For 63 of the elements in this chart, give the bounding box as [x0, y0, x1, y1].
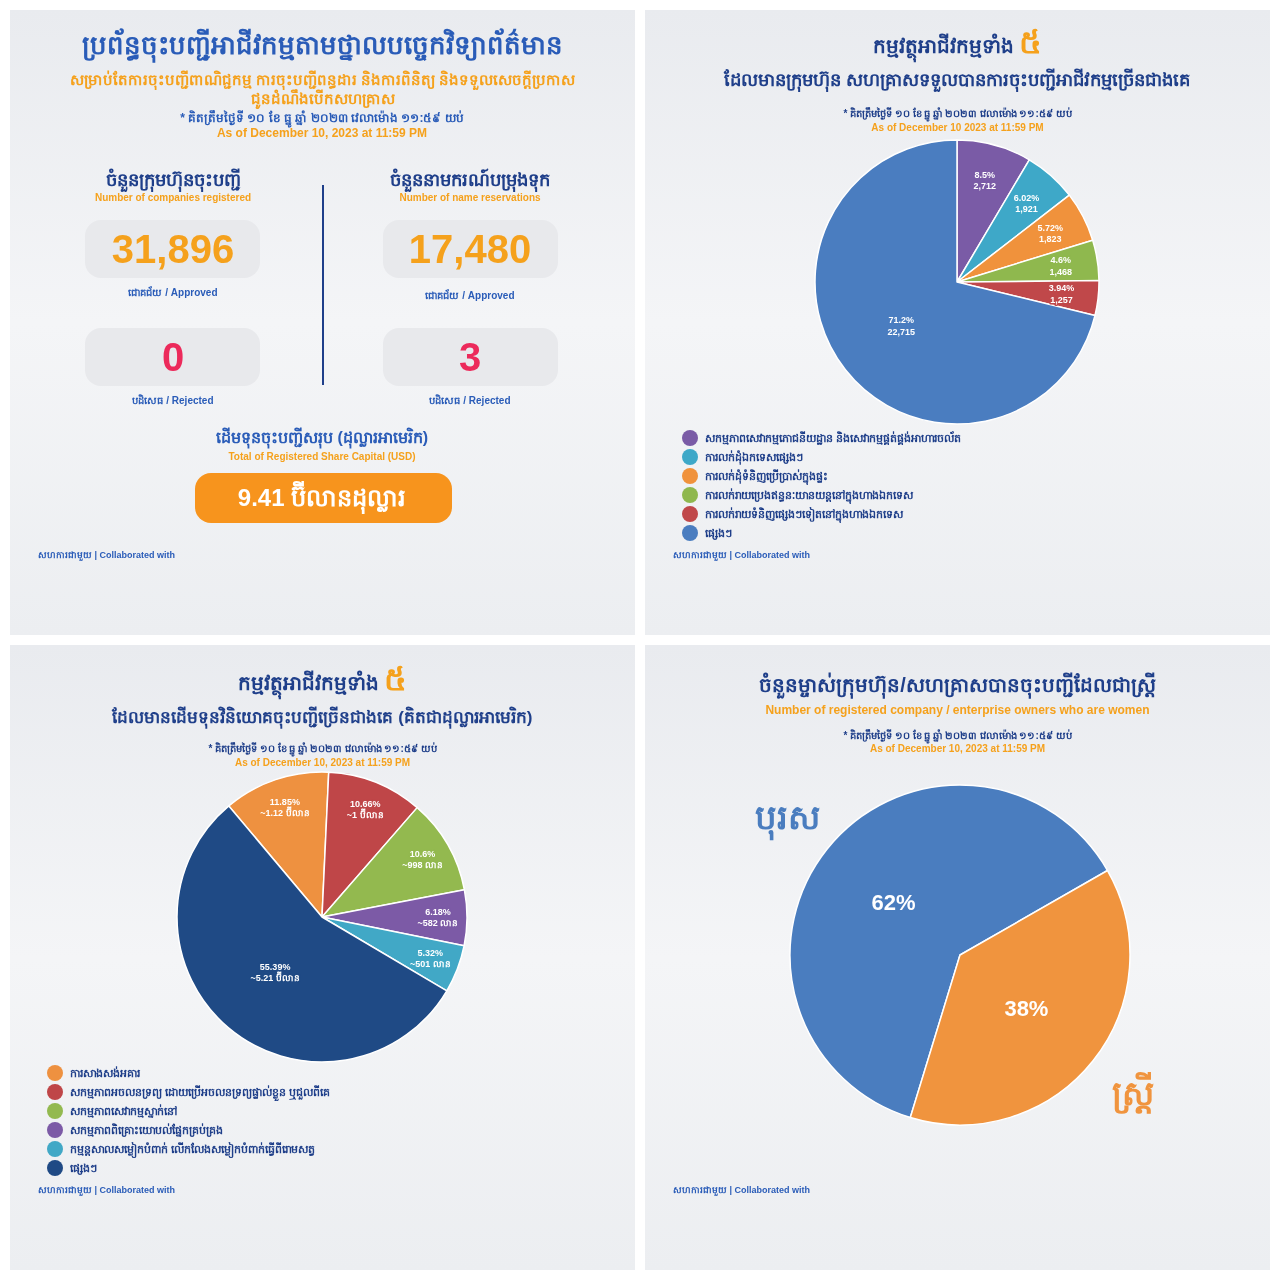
legend-label: កម្មន្តសាលសម្លៀកបំពាក់ លើកលែងសម្លៀកបំពាក់ធ្វើពីរោមសត្វ [70, 1141, 316, 1159]
legend-label: ការលក់រាយប្រេងឥន្ធនៈយានយន្តនៅក្នុងហាងឯកទេស [705, 487, 914, 505]
text: As of December 10, 2023 at 11:59 PM [216, 126, 428, 141]
data-label: 10.6% ~998 លាន [402, 848, 443, 870]
data-label: 71.2% 22,715 [887, 315, 915, 337]
text: 9.41 ប៊ីលានដុល្លារ [237, 480, 407, 516]
legend-label: ការសាងសង់អគារ [70, 1065, 141, 1079]
text: ដើមទុនចុះបញ្ជីសរុប (ដុល្លារអាមេរិក) [215, 426, 429, 449]
text: As of December 10, 2023 at 11:59 PM [234, 756, 411, 768]
legend-label: ការលក់ដុំទំនិញប្រើប្រាស់ក្នុងផ្ទះ [705, 468, 828, 486]
legend-label: សកម្មភាពពិគ្រោះយោបល់ផ្នែកគ្រប់គ្រង [70, 1122, 223, 1137]
data-label: 5.32% ~501 លាន [409, 948, 451, 970]
data-label: 6.18% ~582 លាន [417, 907, 459, 929]
data-label: 38% [1004, 995, 1049, 1021]
text: * គិតត្រឹមថ្ងៃទី ១០ ខែ ធ្នូ ឆ្នាំ ២០២៣ វេលាម៉ោង ១១:៥៩ យប់ [843, 106, 1073, 122]
text: សម្រាប់តែការចុះបញ្ជីពាណិជ្ជកម្ម ការចុះបញ្ជីពន្ធដារ និងការពិនិត្យ និងទទួលសេចក្តីប្រកាស ជូនដំណឹងបើកសហគ្រាស [69, 70, 576, 111]
data-label: 55.39% ~5.21 ប៊ីលាន [250, 961, 300, 984]
legend-label: ការលក់ដុំឯកទេសផ្សេងៗ [705, 449, 803, 465]
chart-title: កម្មវត្ថុអាជីវកម្មទាំង ៥ [872, 24, 1043, 63]
text: 17,480 [408, 227, 532, 271]
legend-label: សកម្មភាពអចលនទ្រព្យ ដោយប្រើអចលនទ្រព្យផ្ទាល់ខ្លួន ឬជួលពីគេ [70, 1084, 331, 1102]
chart-title: ចំនួនម្ចាស់ក្រុមហ៊ុន/សហគ្រាសបានចុះបញ្ជីដែលជាស្ត្រី [759, 672, 1156, 699]
data-label: 8.5% 2,712 [973, 170, 996, 192]
legend-label: សកម្មភាពសេវាកម្មភោជនីយដ្ឋាន និងសេវាកម្មផ្គត់ផ្គង់អាហារចល័ត [705, 430, 962, 445]
text: Number of companies registered [94, 191, 252, 203]
text: សហការជាមួយ | Collaborated with [38, 1185, 176, 1198]
text: បដិសេធ / Rejected [132, 393, 214, 406]
data-label: 5.72% 1,823 [1037, 223, 1064, 245]
chart-subtitle: ដែលមានដើមទុនវិនិយោគចុះបញ្ជីច្រើនជាងគេ (គិតជាដុល្លារអាមេរិក) [111, 705, 533, 729]
legend-label: ផ្សេងៗ [70, 1161, 97, 1175]
data-label: 10.66% ~1 ប៊ីលាន [346, 798, 384, 821]
text: 0 [161, 335, 185, 379]
data-label: 6.02% 1,921 [1013, 192, 1040, 215]
text: 31,896 [111, 227, 235, 271]
slice-label: បុរស [754, 798, 820, 842]
text: * គិតត្រឹមថ្ងៃទី ១០ ខែ ធ្នូ ឆ្នាំ ២០២៣ វេលាម៉ោង ១១:៥៩ យប់ [208, 741, 438, 757]
text: ប្រព័ន្ធចុះបញ្ជីអាជីវកម្មតាមថ្នាលបច្ចេកវិទ្យាព័ត៌មាន [82, 28, 563, 64]
chart-subtitle: ដែលមានក្រុមហ៊ុន សហគ្រាសទទួលបានការចុះបញ្ជីអាជីវកម្មច្រើនជាងគេ [723, 68, 1191, 94]
text: ចំនួនក្រុមហ៊ុនចុះបញ្ជី [105, 168, 241, 194]
data-label: 62% [871, 889, 916, 915]
pie-slice [814, 139, 1096, 425]
slice-label: ស្ត្រី [1111, 1071, 1154, 1114]
text: សហការជាមួយ | Collaborated with [673, 550, 811, 563]
text: Number of name reservations [399, 191, 542, 203]
text: 3 [458, 335, 482, 379]
text: Total of Registered Share Capital (USD) [228, 450, 416, 462]
data-label: 4.6% 1,468 [1049, 255, 1073, 277]
text: សហការជាមួយ | Collaborated with [38, 550, 176, 563]
legend-label: ការលក់រាយទំនិញផ្សេងៗទៀតនៅក្នុងហាងឯកទេស [705, 506, 904, 524]
text: ចំនួននាមករណ៍បម្រុងទុក [390, 168, 550, 194]
text: ជោគជ័យ / Approved [425, 288, 515, 301]
text: As of December 10 2023 at 11:59 PM [871, 121, 1044, 133]
legend-label: ផ្សេងៗ [705, 526, 732, 540]
text: បដិសេធ / Rejected [429, 393, 511, 406]
text: ជោគជ័យ / Approved [128, 285, 218, 298]
text: * គិតត្រឹមថ្ងៃទី ១០ ខែ ធ្នូ ឆ្នាំ ២០២៣ វេលាម៉ោង ១១:៥៩ យប់ [843, 728, 1073, 744]
data-label: 11.85% ~1.12 ប៊ីលាន [260, 796, 310, 818]
text: As of December 10, 2023 at 11:59 PM [869, 742, 1046, 754]
legend-label: សកម្មភាពសេវាកម្មស្នាក់នៅ [70, 1103, 177, 1118]
data-label: 3.94% 1,257 [1048, 283, 1075, 305]
chart-title: កម្មវត្ថុអាជីវកម្មទាំង ៥ [237, 661, 408, 700]
chart-subtitle: Number of registered company / enterprise owners who are women [765, 703, 1150, 718]
text: សហការជាមួយ | Collaborated with [673, 1185, 811, 1198]
